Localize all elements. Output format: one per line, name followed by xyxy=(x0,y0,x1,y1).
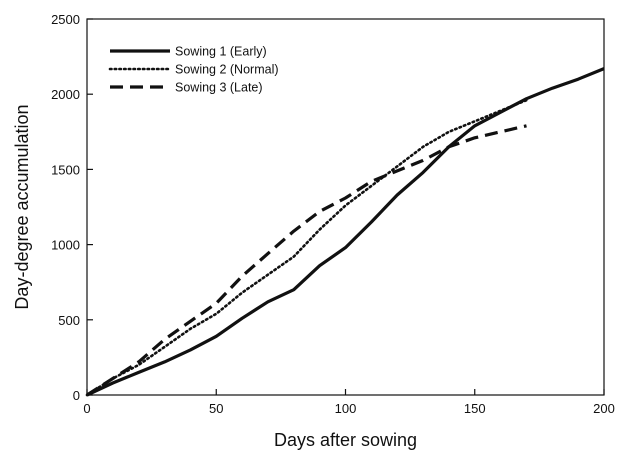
legend-label-sowing-1: Sowing 1 (Early) xyxy=(175,45,267,59)
x-axis-ticks: 0 50 100 150 200 xyxy=(83,389,615,416)
series-line-sowing-2 xyxy=(85,98,528,397)
y-axis-title: Day-degree accumulation xyxy=(12,104,32,309)
x-tick-label: 100 xyxy=(335,401,357,416)
y-tick-label: 2000 xyxy=(51,87,80,102)
legend-label-sowing-2: Sowing 2 (Normal) xyxy=(175,63,279,77)
series-line-sowing-3 xyxy=(86,124,527,397)
y-tick-label: 2500 xyxy=(51,12,80,27)
x-tick-label: 50 xyxy=(209,401,223,416)
y-axis-ticks: 0 500 1000 1500 2000 2500 xyxy=(51,12,93,403)
y-tick-label: 500 xyxy=(58,313,80,328)
series-group xyxy=(85,67,605,397)
plot-area xyxy=(85,18,605,397)
y-tick-label: 0 xyxy=(73,388,80,403)
x-tick-label: 0 xyxy=(83,401,90,416)
legend-label-sowing-3: Sowing 3 (Late) xyxy=(175,81,263,95)
legend: Sowing 1 (Early) Sowing 2 (Normal) Sowin… xyxy=(108,45,279,95)
x-tick-label: 200 xyxy=(593,401,615,416)
y-tick-label: 1500 xyxy=(51,162,80,177)
x-tick-label: 150 xyxy=(464,401,486,416)
x-axis-title: Days after sowing xyxy=(274,430,417,450)
y-tick-label: 1000 xyxy=(51,238,80,253)
